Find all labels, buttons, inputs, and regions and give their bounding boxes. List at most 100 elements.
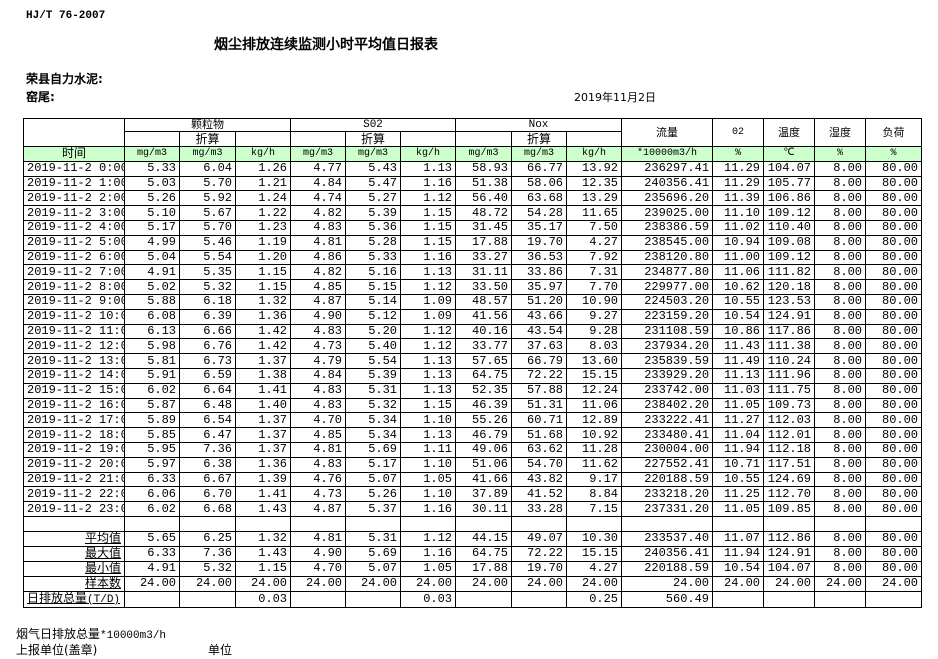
table-row: 2019-11-2 1:00 5.03 5.70 1.21 4.84 5.47 1.16 51…	[23, 175, 923, 192]
value-cell: 235839.59	[621, 353, 714, 369]
unit-cell: mg/m3	[511, 146, 568, 162]
value-cell: 7.36	[179, 441, 236, 458]
value-cell: 1.12	[400, 279, 457, 295]
value-cell: 80.00	[865, 353, 923, 369]
daily-total-value	[124, 590, 180, 608]
table-row: 2019-11-2 8:00 5.02 5.32 1.15 4.85 5.15 1.12 33…	[23, 279, 923, 295]
time-cell: 2019-11-2 21:00	[23, 471, 125, 488]
value-cell: 12.89	[566, 412, 623, 429]
unit-cell: mg/m3	[455, 146, 513, 162]
value-cell: 80.00	[865, 249, 923, 266]
header-blank	[234, 131, 292, 147]
stat-value: 233537.40	[621, 530, 714, 547]
value-cell: 5.39	[345, 205, 402, 221]
value-cell: 7.92	[566, 249, 623, 266]
value-cell: 8.00	[814, 219, 867, 236]
value-cell: 17.88	[455, 234, 513, 251]
stat-value: 1.15	[234, 560, 292, 577]
blank-cell	[865, 515, 923, 532]
value-cell: 1.39	[234, 471, 292, 488]
value-cell: 5.70	[179, 175, 236, 192]
value-cell: 36.53	[511, 249, 568, 266]
time-cell: 2019-11-2 22:00	[23, 486, 125, 503]
value-cell: 6.02	[124, 501, 180, 517]
value-cell: 5.07	[345, 471, 402, 488]
value-cell: 7.50	[566, 219, 623, 236]
value-cell: 80.00	[865, 234, 923, 251]
stat-value: 4.70	[290, 560, 347, 577]
value-cell: 11.29	[712, 160, 765, 177]
value-cell: 72.22	[511, 367, 568, 384]
value-cell: 5.87	[124, 397, 180, 414]
value-cell: 8.00	[814, 160, 867, 177]
value-cell: 6.48	[179, 397, 236, 414]
value-cell: 54.28	[511, 205, 568, 221]
table-row: 2019-11-2 5:00 4.99 5.46 1.19 4.81 5.28 1.15 17…	[23, 234, 923, 251]
value-cell: 46.79	[455, 427, 513, 443]
value-cell: 6.76	[179, 338, 236, 355]
value-cell: 235696.20	[621, 190, 714, 207]
daily-total-value	[345, 590, 402, 608]
value-cell: 1.09	[400, 293, 457, 310]
stat-value: 5.65	[124, 530, 180, 547]
value-cell: 4.73	[290, 486, 347, 503]
time-cell: 2019-11-2 12:00	[23, 338, 125, 355]
header-load: 负荷	[865, 118, 923, 147]
value-cell: 6.54	[179, 412, 236, 429]
stat-label: 最小值	[23, 560, 125, 577]
value-cell: 11.05	[712, 397, 765, 414]
value-cell: 10.71	[712, 456, 765, 473]
value-cell: 123.53	[763, 293, 816, 310]
value-cell: 223159.20	[621, 308, 714, 325]
standard-code: HJ/T 76-2007	[26, 10, 106, 22]
stat-value: 220188.59	[621, 560, 714, 577]
value-cell: 4.70	[290, 412, 347, 429]
value-cell: 1.13	[400, 427, 457, 443]
stat-value: 24.00	[179, 575, 236, 592]
value-cell: 5.34	[345, 427, 402, 443]
value-cell: 8.00	[814, 190, 867, 207]
value-cell: 104.07	[763, 160, 816, 177]
value-cell: 6.70	[179, 486, 236, 503]
stat-value: 24.00	[400, 575, 457, 592]
blank-cell	[400, 515, 457, 532]
value-cell: 4.83	[290, 397, 347, 414]
value-cell: 238402.20	[621, 397, 714, 414]
value-cell: 4.81	[290, 234, 347, 251]
stat-value: 72.22	[511, 545, 568, 562]
value-cell: 109.73	[763, 397, 816, 414]
value-cell: 11.49	[712, 353, 765, 369]
value-cell: 1.43	[234, 501, 292, 517]
value-cell: 6.33	[124, 471, 180, 488]
daily-total-value	[290, 590, 347, 608]
value-cell: 1.16	[400, 249, 457, 266]
value-cell: 54.70	[511, 456, 568, 473]
unit-cell: mg/m3	[345, 146, 402, 162]
stat-value: 24.00	[345, 575, 402, 592]
value-cell: 4.82	[290, 264, 347, 281]
header-blank	[290, 131, 347, 147]
value-cell: 11.03	[712, 382, 765, 399]
value-cell: 120.18	[763, 279, 816, 295]
reporting-unit-label: 上报单位(盖章)	[16, 643, 98, 657]
daily-total-value: 0.03	[400, 590, 457, 608]
value-cell: 1.37	[234, 412, 292, 429]
stat-value: 5.07	[345, 560, 402, 577]
value-cell: 4.84	[290, 367, 347, 384]
stat-value: 24.00	[865, 575, 923, 592]
stat-value: 24.00	[712, 575, 765, 592]
value-cell: 112.01	[763, 427, 816, 443]
value-cell: 9.28	[566, 323, 623, 340]
value-cell: 80.00	[865, 412, 923, 429]
value-cell: 33.27	[455, 249, 513, 266]
value-cell: 7.15	[566, 501, 623, 517]
value-cell: 112.70	[763, 486, 816, 503]
value-cell: 10.86	[712, 323, 765, 340]
time-cell: 2019-11-2 10:00	[23, 308, 125, 325]
value-cell: 4.90	[290, 308, 347, 325]
value-cell: 238120.80	[621, 249, 714, 266]
blank-cell	[511, 515, 568, 532]
value-cell: 4.82	[290, 205, 347, 221]
value-cell: 51.31	[511, 397, 568, 414]
value-cell: 5.17	[124, 219, 180, 236]
